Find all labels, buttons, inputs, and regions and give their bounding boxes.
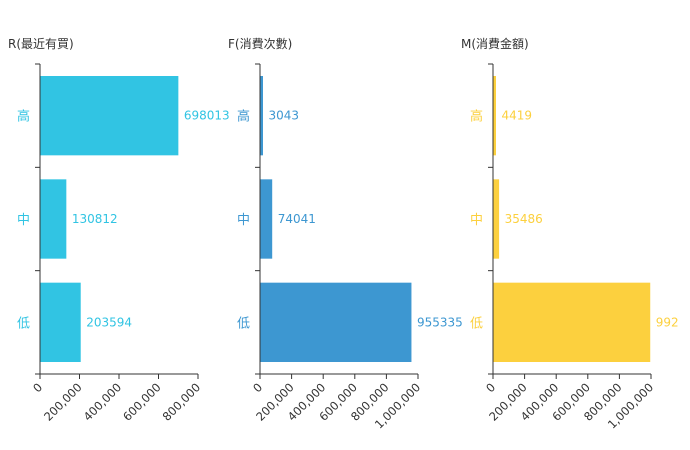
bar-0	[493, 76, 496, 156]
category-label: 中	[470, 213, 483, 228]
bar-0	[260, 76, 263, 156]
chart-title: M(消費金額)	[461, 36, 529, 51]
chart-panel-2: M(消費金額)0200,000400,000600,000800,0001,00…	[461, 36, 679, 432]
value-label: 4419	[502, 109, 533, 123]
value-label: 203594	[86, 315, 132, 329]
category-label: 中	[17, 213, 30, 228]
category-label: 高	[237, 109, 250, 125]
category-label: 中	[237, 213, 250, 228]
category-label: 高	[17, 109, 30, 125]
bar-1	[493, 179, 500, 259]
x-tick-label: 600,000	[120, 380, 164, 424]
x-tick-label: 400,000	[81, 380, 125, 424]
bar-0	[40, 76, 179, 156]
category-label: 低	[470, 316, 483, 331]
value-label: 955335	[417, 315, 463, 329]
bar-2	[260, 282, 412, 362]
chart-title: F(消費次數)	[228, 36, 292, 51]
x-tick-label: 200,000	[41, 380, 85, 424]
value-label: 130812	[72, 212, 118, 226]
value-label: 74041	[278, 212, 316, 226]
bar-2	[40, 282, 81, 362]
x-tick-label: 0	[483, 380, 498, 395]
value-label: 3043	[269, 109, 300, 123]
category-label: 低	[237, 316, 250, 331]
value-label: 698013	[184, 109, 230, 123]
category-label: 低	[17, 316, 30, 331]
bar-2	[493, 282, 651, 362]
x-tick-label: 800,000	[160, 380, 204, 424]
x-tick-label: 0	[30, 380, 45, 395]
bar-1	[260, 179, 273, 259]
category-label: 高	[470, 109, 483, 125]
chart-title: R(最近有買)	[8, 37, 74, 51]
value-label: 992	[656, 315, 679, 329]
chart-panel-1: F(消費次數)0200,000400,000600,000800,0001,00…	[228, 36, 463, 432]
value-label: 35486	[505, 212, 543, 226]
x-tick-label: 0	[250, 380, 265, 395]
bar-1	[40, 179, 67, 259]
